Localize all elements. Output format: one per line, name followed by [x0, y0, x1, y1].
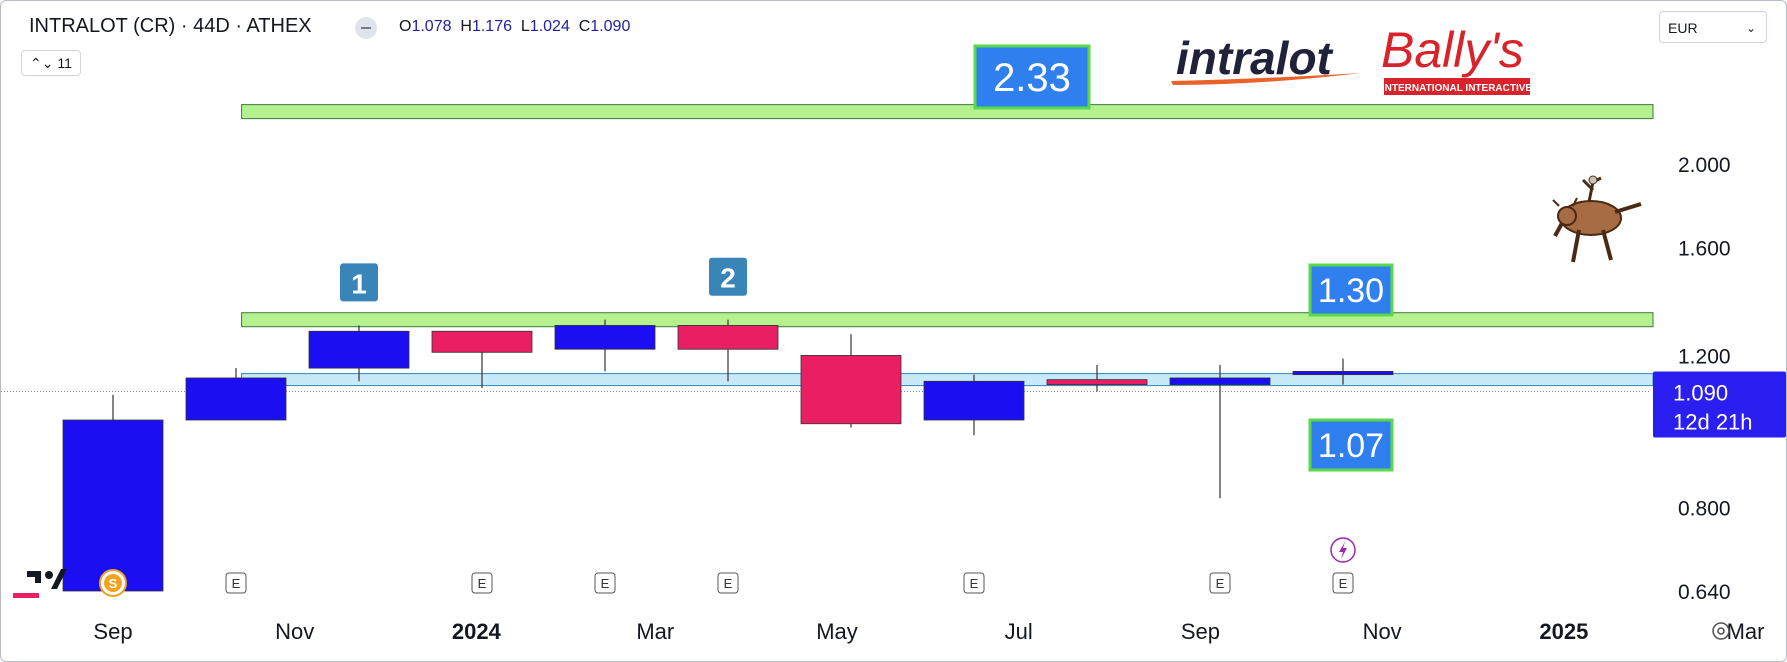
candle-body — [1169, 377, 1271, 386]
x-tick-label: Mar — [636, 619, 674, 644]
intralot-logo: intralot — [1171, 32, 1361, 85]
earnings-marker-1[interactable] — [225, 572, 247, 594]
earnings-marker-4[interactable] — [717, 572, 739, 594]
level-label-2.33: 2.33 — [993, 56, 1071, 100]
earnings-marker-label: E — [601, 576, 610, 591]
level-label-1.07: 1.07 — [1318, 427, 1384, 465]
low-value: 1.024 — [529, 18, 570, 35]
lightning-bolt — [1339, 542, 1347, 559]
symbol-title[interactable]: INTRALOT (CR) · 44D · ATHEX — [29, 15, 312, 37]
indicators-toggle-button[interactable]: ⌃⌄ 11 — [21, 50, 81, 76]
earnings-marker-label: E — [478, 576, 487, 591]
candle-2024-11-02[interactable] — [1292, 358, 1394, 385]
candle-body — [1046, 379, 1148, 386]
level-zone-1.30 — [241, 312, 1654, 328]
split-marker-inner — [104, 574, 122, 592]
svg-text:intralot: intralot — [1176, 32, 1334, 84]
x-tick-label: 2025 — [1539, 619, 1588, 644]
earnings-marker-label: E — [1339, 576, 1348, 591]
scroll-indicator — [13, 593, 39, 598]
wave-marker-2 — [709, 257, 747, 296]
candle-body — [62, 419, 164, 592]
currency-select[interactable]: EUR ⌄ — [1659, 11, 1767, 43]
x-tick-label: Nov — [1363, 619, 1402, 644]
svg-text:Bally's: Bally's — [1381, 22, 1524, 78]
x-tick-label: Nov — [275, 619, 314, 644]
high-label: H — [460, 18, 472, 35]
x-tick-label: 2024 — [452, 619, 502, 644]
candle-body — [800, 355, 902, 425]
candle-body — [923, 380, 1025, 421]
countdown-value: 12d 21h — [1673, 409, 1753, 434]
earnings-marker-label: E — [970, 576, 979, 591]
candle-2023-12-30[interactable] — [431, 330, 533, 389]
settings-gear-icon[interactable] — [1712, 622, 1730, 640]
level-label-box-2.33 — [973, 44, 1091, 110]
y-tick-label: 1.200 — [1678, 345, 1731, 368]
low-label: L — [520, 18, 530, 35]
svg-text:INTERNATIONAL INTERACTIVE: INTERNATIONAL INTERACTIVE — [1382, 83, 1533, 94]
bull-rider-icon — [1552, 175, 1642, 263]
candle-2023-11-16[interactable] — [308, 325, 410, 382]
candle-body — [1292, 370, 1394, 376]
wave-label-2: 2 — [720, 263, 736, 294]
currency-value: EUR — [1668, 20, 1698, 36]
x-tick-label: Jul — [1005, 619, 1033, 644]
indicators-count: 11 — [57, 55, 72, 71]
level-label-box-1.07 — [1308, 418, 1394, 472]
open-label: O — [399, 18, 412, 35]
split-marker-label: S — [109, 576, 118, 591]
level-label-1.30: 1.30 — [1318, 272, 1384, 310]
level-zone-2.33 — [241, 104, 1654, 120]
earnings-marker-3[interactable] — [594, 572, 616, 594]
chevron-up-down-icon: ⌃⌄ — [30, 55, 54, 71]
candle-body — [554, 325, 656, 350]
high-value: 1.176 — [471, 18, 512, 35]
y-tick-label: 0.800 — [1678, 497, 1731, 520]
candle-2024-05-10[interactable] — [800, 334, 902, 428]
candle-2023-10-03[interactable] — [185, 368, 287, 421]
candle-body — [677, 325, 779, 350]
x-tick-label: Sep — [1181, 619, 1220, 644]
candle-2023-08-20[interactable] — [62, 394, 164, 592]
open-value: 1.078 — [411, 18, 452, 35]
ohlc-legend: O1.078 H1.176 L1.024 C1.090 — [399, 18, 630, 36]
candle-2024-02-12[interactable] — [554, 319, 656, 372]
candle-2024-09-19[interactable] — [1169, 364, 1271, 499]
last-price-value: 1.090 — [1673, 380, 1728, 405]
y-tick-label: 1.600 — [1678, 238, 1731, 261]
earnings-marker-label: E — [724, 576, 733, 591]
level-label-box-1.30 — [1308, 263, 1394, 317]
candle-2024-03-27[interactable] — [677, 319, 779, 382]
earnings-marker-label: E — [1216, 576, 1225, 591]
ballys-logo: Bally's INTERNATIONAL INTERACTIVE — [1381, 22, 1532, 95]
tradingview-logo — [27, 569, 67, 589]
earnings-marker-6[interactable] — [1209, 572, 1231, 594]
last-price-badge: 1.090 12d 21h — [1653, 371, 1786, 438]
candle-2024-06-23[interactable] — [923, 374, 1025, 436]
wave-label-1: 1 — [351, 268, 367, 299]
close-value: 1.090 — [590, 18, 631, 35]
candle-body — [185, 377, 287, 421]
chevron-down-icon: ⌄ — [1745, 21, 1756, 35]
x-tick-label: Sep — [93, 619, 132, 644]
visibility-toggle-icon[interactable] — [355, 17, 377, 39]
candle-2024-08-06[interactable] — [1046, 364, 1148, 392]
x-tick-label: Mar — [1727, 619, 1765, 644]
close-label: C — [578, 18, 591, 35]
candle-body — [308, 330, 410, 369]
x-tick-label: May — [816, 619, 858, 644]
y-tick-label: 2.000 — [1678, 154, 1731, 177]
candle-body — [431, 330, 533, 353]
earnings-marker-5[interactable] — [963, 572, 985, 594]
wave-marker-1 — [340, 263, 378, 302]
y-tick-label: 0.640 — [1678, 581, 1731, 604]
earnings-marker-2[interactable] — [471, 572, 493, 594]
earnings-marker-7[interactable] — [1332, 572, 1354, 594]
earnings-marker-label: E — [232, 576, 241, 591]
